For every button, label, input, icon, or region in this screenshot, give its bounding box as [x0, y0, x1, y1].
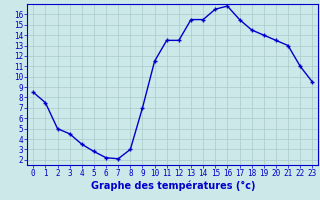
X-axis label: Graphe des températures (°c): Graphe des températures (°c): [91, 181, 255, 191]
